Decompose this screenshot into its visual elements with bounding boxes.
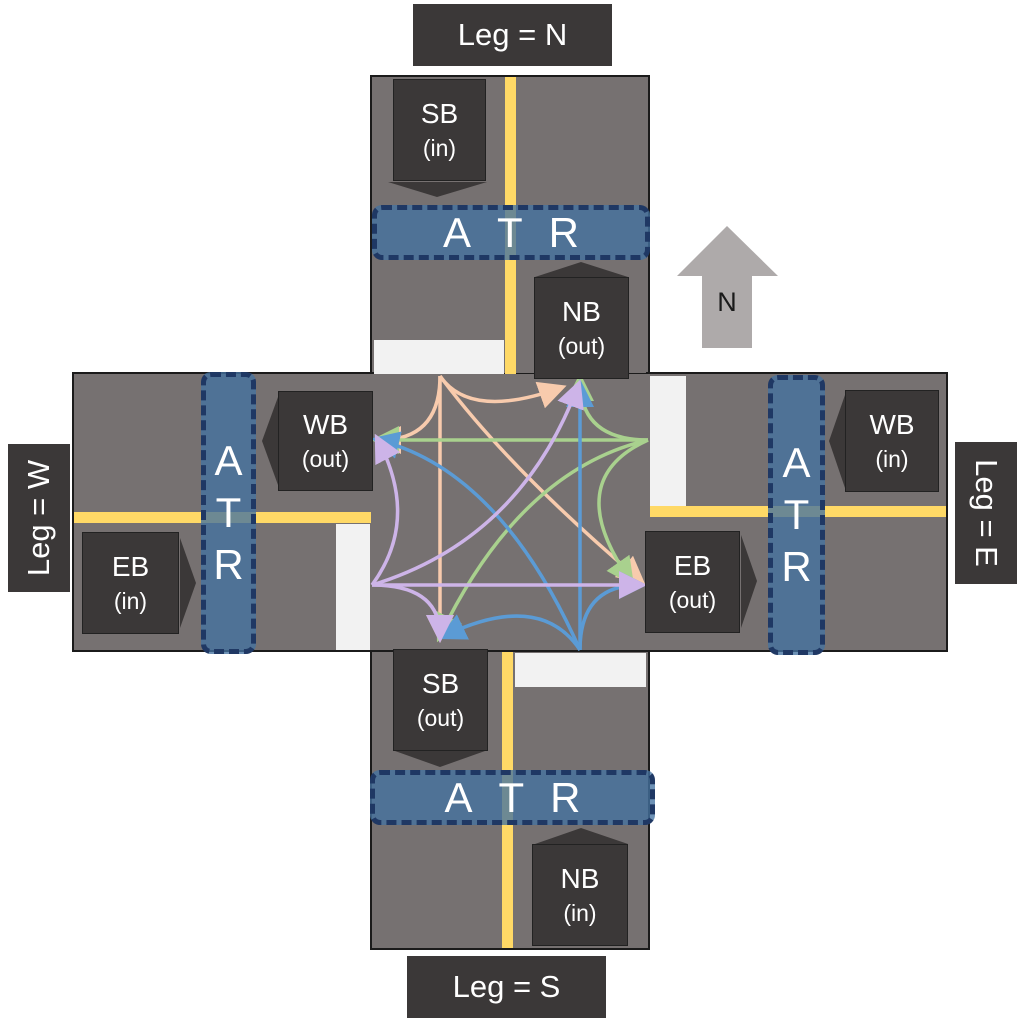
eb-left-turn-arrow [371, 379, 584, 587]
sb-out-pointer-icon [395, 751, 485, 767]
nb-right-turn-arrow [578, 571, 647, 651]
wb-in-type: (in) [875, 446, 909, 472]
wb-out-type: (out) [301, 446, 350, 472]
nb-in-type: (in) [563, 900, 597, 926]
atr-letter-a: A [442, 208, 471, 256]
atr-letter-r: R [781, 543, 812, 590]
atr-letter-r: R [548, 208, 579, 256]
wb-in-pointer-icon [829, 395, 845, 488]
leg-north-label: Leg = N [413, 4, 612, 66]
atr-letter-a: A [214, 437, 243, 484]
sb-out-type: (out) [416, 705, 465, 731]
nb-out-pointer-icon [535, 262, 628, 277]
north-stop-bar [374, 340, 504, 374]
sb-in-pointer-icon [388, 182, 487, 197]
atr-letter-a: A [444, 773, 473, 821]
nb-in-pointer-icon [535, 828, 628, 844]
westbound-movements [371, 373, 649, 643]
sb-in-type: (in) [422, 135, 457, 161]
sb-right-turn-arrow [373, 375, 442, 454]
eb-in-pointer-icon [180, 538, 196, 628]
eb-in-direction: EB [111, 551, 150, 582]
north-arrow-label: N [717, 286, 737, 317]
eb-out-direction: EB [673, 550, 712, 581]
atr-letter-t: T [783, 491, 810, 538]
intersection-box [372, 374, 648, 650]
nb-out-direction: NB [562, 296, 601, 327]
atr-letter-r: R [550, 773, 581, 821]
sb-out-label: SB (out) [393, 649, 488, 751]
sb-left-turn-arrow [438, 374, 646, 585]
wb-u-turn-arrow [597, 438, 649, 586]
sb-in-label: SB (in) [393, 79, 486, 181]
nb-left-turn-arrow [371, 431, 582, 651]
east-stop-bar [650, 376, 686, 506]
eb-in-type: (in) [113, 588, 148, 614]
leg-east-label: Leg = E [955, 442, 1017, 584]
leg-south-label: Leg = S [407, 956, 606, 1018]
north-arrow-icon [677, 226, 778, 348]
sb-u-turn-arrow [438, 374, 567, 409]
south-stop-bar [515, 653, 646, 687]
eb-out-label: EB (out) [645, 531, 740, 633]
eb-in-label: EB (in) [82, 532, 179, 634]
nb-out-label: NB (out) [534, 277, 629, 379]
eastbound-movements [370, 379, 647, 643]
nb-in-label: NB (in) [532, 844, 628, 946]
eb-u-turn-arrow [370, 433, 401, 587]
wb-in-label: WB (in) [845, 390, 939, 492]
leg-west-label: Leg = W [8, 444, 70, 592]
eb-out-pointer-icon [741, 535, 757, 628]
atr-station-east: A T R [768, 375, 825, 655]
atr-letter-t: T [215, 489, 242, 536]
atr-station-north: A T R [372, 205, 650, 260]
atr-letter-r: R [213, 541, 244, 588]
atr-letter-a: A [782, 439, 811, 486]
wb-right-turn-arrow [566, 373, 649, 442]
wb-in-direction: WB [869, 409, 915, 440]
nb-in-direction: NB [560, 863, 600, 894]
wb-left-turn-arrow [436, 438, 649, 643]
sb-in-direction: SB [420, 98, 459, 129]
atr-letter-t: T [497, 208, 523, 256]
atr-station-west: A T R [201, 372, 256, 654]
wb-out-direction: WB [302, 409, 349, 440]
atr-station-south: A T R [370, 770, 655, 825]
atr-letter-t: T [498, 773, 525, 821]
nb-u-turn-arrow [437, 614, 582, 651]
wb-out-label: WB (out) [278, 391, 373, 491]
eb-out-type: (out) [668, 587, 717, 613]
eb-right-turn-arrow [371, 583, 454, 643]
west-stop-bar [336, 524, 370, 650]
nb-out-type: (out) [557, 333, 606, 359]
wb-out-pointer-icon [262, 397, 278, 485]
sb-out-direction: SB [421, 668, 460, 699]
